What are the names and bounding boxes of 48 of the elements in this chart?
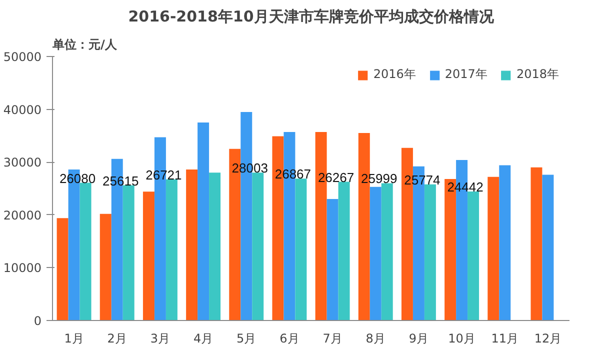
bar [122, 185, 134, 320]
bar [166, 179, 178, 320]
bar [198, 122, 210, 320]
bar [326, 199, 338, 320]
bar [142, 192, 154, 320]
y-tick-label: 30000 [3, 156, 42, 170]
legend-label: 2018年 [516, 66, 559, 83]
chart-title: 2016-2018年10月天津市车牌竞价平均成交价格情况 [128, 8, 495, 26]
bar [100, 214, 112, 320]
y-tick-label: 50000 [3, 50, 42, 64]
bar [80, 182, 92, 320]
x-tick-label: 7月 [322, 332, 342, 346]
bar [252, 172, 264, 320]
bar [56, 218, 68, 320]
bar [370, 186, 382, 320]
bar [209, 172, 221, 320]
legend-label: 2017年 [444, 66, 488, 83]
bar [338, 182, 350, 320]
x-tick-label: 12月 [534, 332, 562, 346]
x-tick-label: 9月 [408, 332, 429, 346]
bar [499, 165, 511, 320]
y-tick-label: 0 [34, 314, 42, 328]
bar [381, 183, 393, 320]
x-tick-label: 1月 [64, 332, 84, 346]
y-axis-title: 单位：元/人 [52, 38, 118, 52]
x-tick-label: 3月 [150, 332, 170, 346]
x-tick-label: 10月 [448, 332, 476, 346]
bar [530, 167, 542, 320]
y-tick-label: 10000 [3, 261, 42, 276]
data-label: 25774 [404, 172, 440, 188]
bar [542, 174, 554, 320]
data-label: 28003 [232, 160, 268, 176]
bar [295, 178, 307, 320]
data-label: 26867 [274, 166, 312, 182]
bar [488, 176, 500, 320]
x-tick-label: 5月 [236, 332, 256, 346]
y-tick-label: 20000 [3, 208, 42, 222]
bar [468, 191, 480, 320]
x-tick-label: 4月 [193, 332, 214, 346]
x-tick-label: 2月 [107, 332, 127, 346]
legend-label: 2016年 [373, 66, 416, 83]
bar [424, 184, 436, 320]
y-tick-label: 40000 [3, 102, 42, 117]
x-tick-label: 6月 [280, 332, 300, 346]
x-tick-label: 8月 [366, 332, 386, 346]
bar [186, 169, 198, 320]
x-tick-label: 11月 [491, 332, 519, 346]
data-label: 24442 [447, 179, 484, 194]
